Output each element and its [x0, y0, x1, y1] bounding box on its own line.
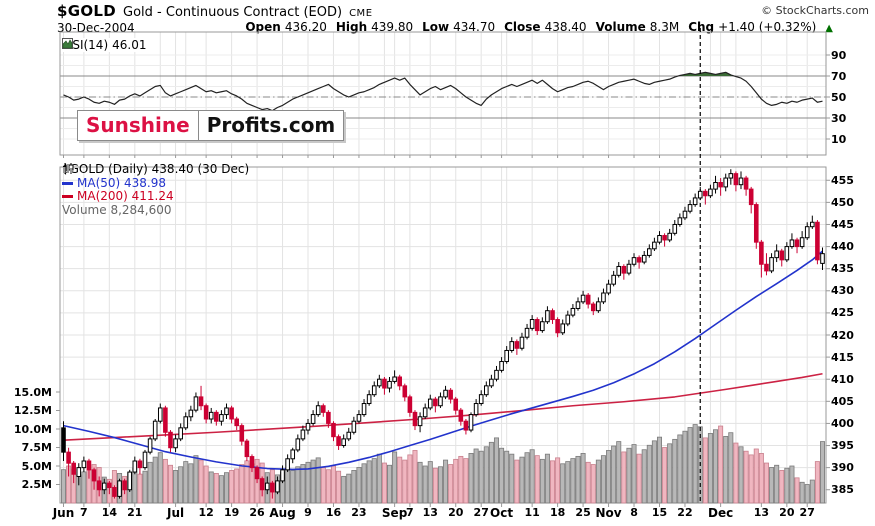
price-axis-label: 390: [831, 461, 854, 475]
x-axis-label: 21: [127, 506, 143, 519]
volume-axis-label: 12.5M: [13, 404, 52, 417]
change-up-arrow-icon: ▲: [825, 23, 833, 34]
quote-change: Chg +1.40 (+0.32%): [688, 20, 817, 34]
x-axis-label: 8: [630, 506, 638, 519]
price-axis-label: 445: [831, 217, 854, 231]
x-axis-label: Jun: [52, 506, 75, 520]
rsi-axis-label: 90: [831, 48, 847, 62]
price-axis-label: 410: [831, 372, 854, 386]
rsi-axis-label: 70: [831, 69, 847, 83]
legend-ma50-row: MA(50) 438.98: [62, 175, 249, 191]
x-axis-label: 13: [753, 506, 770, 519]
ma50-line-swatch: [62, 181, 73, 185]
x-axis-label: 7: [406, 506, 414, 519]
x-axis-label: Jul: [167, 506, 185, 520]
price-axis-label: 400: [831, 416, 854, 430]
x-axis-label: 27: [799, 506, 815, 519]
watermark-profits: Profits.com: [197, 110, 345, 141]
x-axis-label: 26: [249, 506, 265, 519]
ma200-line-swatch: [62, 195, 73, 199]
volume-axis-label: 10.0M: [13, 422, 52, 436]
price-axis-label: 405: [831, 394, 854, 408]
rsi-value: 46.01: [112, 38, 147, 52]
price-axis-label: 430: [831, 284, 854, 298]
legend-volume-row: Volume 8,284,600: [62, 164, 249, 218]
x-axis-label: 11: [524, 506, 540, 519]
quote-summary-row: Open 436.20 High 439.80 Low 434.70 Close 438…: [245, 20, 833, 34]
volume-bars-icon: [63, 164, 73, 173]
ticker-symbol: $GOLD: [57, 2, 117, 20]
legend-volume-text: Volume 8,284,600: [62, 202, 172, 217]
quote-low: Low 434.70: [422, 20, 496, 34]
sunshineprofits-watermark[interactable]: Sunshine Profits.com: [77, 110, 345, 141]
x-axis-label: Oct: [490, 506, 514, 520]
exchange-label: CME: [349, 8, 373, 19]
legend-symbol-text: $GOLD (Daily) 438.40 (30 Dec): [62, 162, 250, 176]
x-axis-label: 20: [448, 506, 464, 519]
x-axis-label: 16: [325, 506, 342, 519]
stockcharts-credit-link[interactable]: © StockCharts.com: [761, 4, 869, 17]
x-axis-label: 13: [422, 506, 438, 519]
x-axis-label: 22: [677, 506, 693, 519]
chart-title-row: $GOLD Gold - Continuous Contract (EOD) C…: [57, 2, 373, 20]
area-chart-icon: [62, 38, 73, 49]
price-axis-label: 450: [831, 195, 854, 209]
price-axis-label: 385: [831, 483, 854, 497]
price-axis-label: 420: [831, 328, 854, 342]
rsi-axis-label: 10: [831, 132, 847, 146]
legend-ma200-row: MA(200) 411.24: [62, 189, 249, 204]
price-axis-label: 435: [831, 262, 854, 276]
x-axis-label: 19: [223, 506, 240, 519]
watermark-sunshine: Sunshine: [77, 110, 199, 141]
rsi-label: RSI(14): [64, 38, 109, 52]
x-axis-label: 9: [304, 506, 312, 519]
x-axis-label: Dec: [708, 506, 734, 520]
price-chart-legend: $GOLD (Daily) 438.40 (30 Dec) MA(50) 438…: [62, 162, 250, 218]
rsi-axis-label: 30: [831, 111, 847, 125]
volume-axis-label: 15.0M: [13, 385, 52, 399]
security-name: Gold - Continuous Contract (EOD): [123, 5, 343, 20]
x-axis-label: 15: [651, 506, 668, 519]
x-axis-label: 23: [351, 506, 367, 519]
price-axis-label: 415: [831, 350, 854, 364]
x-axis-label: 12: [198, 506, 214, 519]
price-axis-label: 455: [831, 173, 854, 187]
legend-symbol-row: $GOLD (Daily) 438.40 (30 Dec): [62, 162, 250, 177]
x-axis-label: 20: [779, 506, 795, 519]
volume-axis-label: 2.5M: [21, 478, 52, 491]
rsi-indicator-legend: RSI(14) 46.01: [62, 38, 149, 52]
x-axis-label: 18: [549, 506, 566, 519]
quote-volume: Volume 8.3M: [595, 20, 680, 34]
quote-close: Close 438.40: [504, 20, 587, 34]
volume-axis-label: 5.0M: [21, 459, 52, 473]
x-axis-label: Sep: [381, 506, 408, 520]
x-axis-label: 7: [80, 506, 88, 519]
legend-ma50-text: MA(50) 438.98: [77, 175, 166, 190]
quote-open: Open 436.20: [245, 20, 327, 34]
price-axis-label: 440: [831, 240, 854, 254]
x-axis-label: 27: [473, 506, 489, 519]
legend-ma200-text: MA(200) 411.24: [77, 189, 174, 203]
rsi-axis-label: 50: [831, 90, 847, 104]
volume-axis-label: 7.5M: [21, 441, 52, 454]
x-axis-label: Aug: [269, 506, 296, 520]
x-axis-label: Nov: [595, 506, 622, 520]
x-axis-label: 25: [575, 506, 591, 519]
price-axis-label: 395: [831, 439, 854, 453]
quote-high: High 439.80: [335, 20, 414, 34]
x-axis-label: 14: [101, 506, 117, 519]
price-axis-label: 425: [831, 306, 854, 320]
